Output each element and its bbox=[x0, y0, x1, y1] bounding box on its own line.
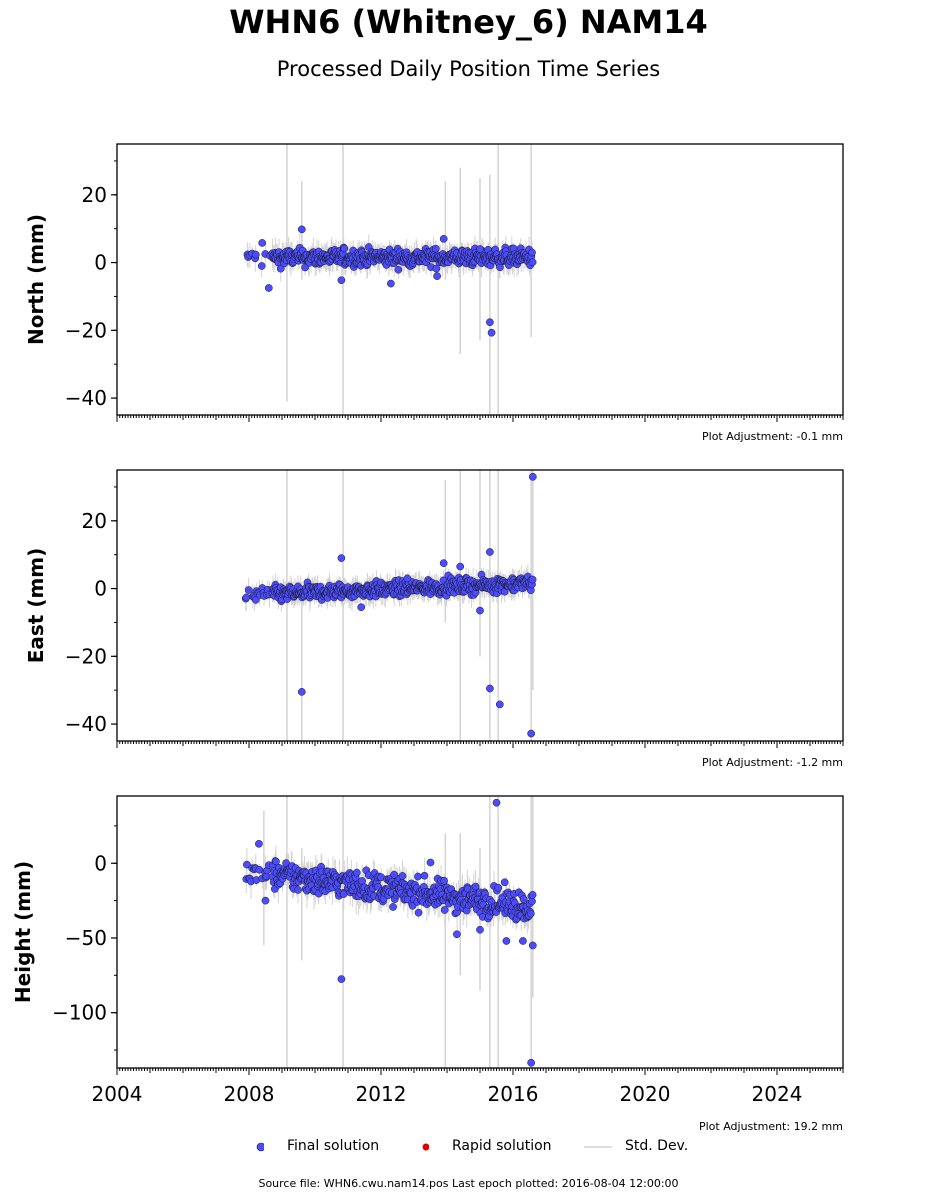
final-solution-point bbox=[272, 857, 280, 866]
final-solution-point bbox=[433, 272, 441, 280]
y-tick-label: 20 bbox=[82, 183, 107, 207]
final-solution-point bbox=[276, 264, 285, 273]
final-solution-point bbox=[528, 897, 536, 906]
final-solution-point bbox=[528, 258, 537, 267]
final-solution-point bbox=[494, 883, 502, 892]
y-tick-label: 0 bbox=[94, 851, 107, 875]
final-solution-point bbox=[352, 868, 361, 877]
final-solution-point bbox=[261, 896, 270, 905]
final-solution-point bbox=[403, 574, 412, 583]
chart-subtitle: Processed Daily Position Time Series bbox=[276, 57, 661, 81]
final-solution-point bbox=[357, 603, 366, 612]
final-solution-point bbox=[255, 839, 263, 848]
y-tick-label: 0 bbox=[94, 577, 107, 601]
final-solution-point bbox=[426, 858, 435, 867]
x-tick-label: 2024 bbox=[752, 1082, 803, 1106]
final-solution-point bbox=[337, 554, 346, 562]
final-solution-point bbox=[243, 860, 251, 869]
final-solution-point bbox=[486, 548, 494, 556]
final-solution-point bbox=[414, 908, 423, 917]
final-solution-point bbox=[440, 876, 448, 885]
rapid-solution-marker-icon bbox=[422, 1143, 429, 1151]
final-solution-point bbox=[526, 909, 535, 918]
final-solution-point bbox=[471, 882, 480, 891]
final-solution-marker-icon bbox=[256, 1142, 264, 1152]
plot-adjustment-label: Plot Adjustment: -0.1 mm bbox=[702, 430, 843, 443]
final-solution-point bbox=[487, 328, 496, 337]
chart-title: WHN6 (Whitney_6) NAM14 bbox=[229, 3, 708, 41]
y-tick-label: 20 bbox=[82, 509, 107, 533]
final-solution-point bbox=[528, 575, 537, 584]
x-tick-label: 2012 bbox=[356, 1082, 407, 1106]
legend-label-stddev: Std. Dev. bbox=[625, 1138, 689, 1154]
final-solution-point bbox=[264, 284, 273, 292]
final-solution-point bbox=[527, 729, 536, 738]
final-solution-point bbox=[476, 606, 484, 615]
source-footer: Source file: WHN6.cwu.nam14.pos Last epo… bbox=[258, 1177, 679, 1190]
y-tick-label: −100 bbox=[52, 1001, 107, 1025]
final-solution-point bbox=[294, 886, 302, 894]
final-solution-point bbox=[453, 930, 461, 939]
final-solution-point bbox=[495, 700, 504, 709]
final-solution-point bbox=[340, 244, 349, 253]
final-solution-point bbox=[297, 225, 306, 234]
final-solution-point bbox=[476, 925, 484, 934]
y-tick-label: −40 bbox=[65, 386, 107, 410]
final-solution-point bbox=[502, 937, 511, 945]
final-solution-point bbox=[492, 798, 501, 807]
final-solution-point bbox=[420, 871, 429, 880]
final-solution-point bbox=[476, 245, 484, 253]
x-tick-label: 2008 bbox=[224, 1082, 275, 1106]
final-solution-point bbox=[337, 975, 346, 983]
final-solution-point bbox=[339, 890, 348, 898]
final-solution-point bbox=[389, 903, 397, 911]
final-solution-point bbox=[519, 895, 528, 904]
final-solution-point bbox=[394, 265, 403, 274]
final-solution-point bbox=[527, 1058, 536, 1067]
y-tick-label: −20 bbox=[65, 644, 107, 668]
y-axis-label: North (mm) bbox=[24, 214, 48, 345]
legend-label-final: Final solution bbox=[287, 1138, 380, 1154]
final-solution-point bbox=[258, 239, 267, 247]
std-dev-line-icon bbox=[584, 1146, 612, 1148]
final-solution-point bbox=[528, 891, 537, 899]
final-solution-point bbox=[486, 684, 494, 693]
legend-label-rapid: Rapid solution bbox=[452, 1138, 552, 1154]
final-solution-point bbox=[257, 262, 266, 270]
final-solution-point bbox=[297, 688, 306, 696]
y-tick-label: −20 bbox=[65, 318, 107, 342]
x-tick-label: 2016 bbox=[488, 1082, 539, 1106]
final-solution-point bbox=[398, 872, 407, 880]
final-solution-point bbox=[432, 264, 441, 273]
final-solution-point bbox=[337, 276, 346, 285]
final-solution-point bbox=[244, 586, 253, 594]
final-solution-point bbox=[414, 872, 422, 881]
x-tick-label: 2020 bbox=[620, 1082, 671, 1106]
final-solution-point bbox=[528, 472, 537, 481]
final-solution-point bbox=[500, 878, 509, 887]
final-solution-point bbox=[439, 235, 448, 243]
final-solution-point bbox=[456, 562, 465, 571]
final-solution-point bbox=[242, 593, 251, 602]
y-axis-label: East (mm) bbox=[24, 548, 48, 664]
final-solution-point bbox=[387, 279, 395, 288]
final-solution-point bbox=[431, 244, 440, 253]
final-solution-point bbox=[251, 250, 260, 259]
y-tick-label: −40 bbox=[65, 712, 107, 736]
final-solution-point bbox=[440, 906, 449, 914]
final-solution-point bbox=[519, 937, 527, 945]
plot-adjustment-label: Plot Adjustment: 19.2 mm bbox=[699, 1120, 843, 1133]
final-solution-point bbox=[390, 870, 399, 879]
final-solution-point bbox=[528, 941, 537, 950]
final-solution-point bbox=[528, 248, 536, 257]
final-solution-point bbox=[439, 559, 448, 568]
y-tick-label: −50 bbox=[65, 926, 107, 950]
y-tick-label: 0 bbox=[94, 251, 107, 275]
y-axis-label: Height (mm) bbox=[11, 861, 35, 1003]
x-tick-label: 2004 bbox=[92, 1082, 143, 1106]
plot-adjustment-label: Plot Adjustment: -1.2 mm bbox=[702, 756, 843, 769]
final-solution-point bbox=[486, 318, 494, 327]
